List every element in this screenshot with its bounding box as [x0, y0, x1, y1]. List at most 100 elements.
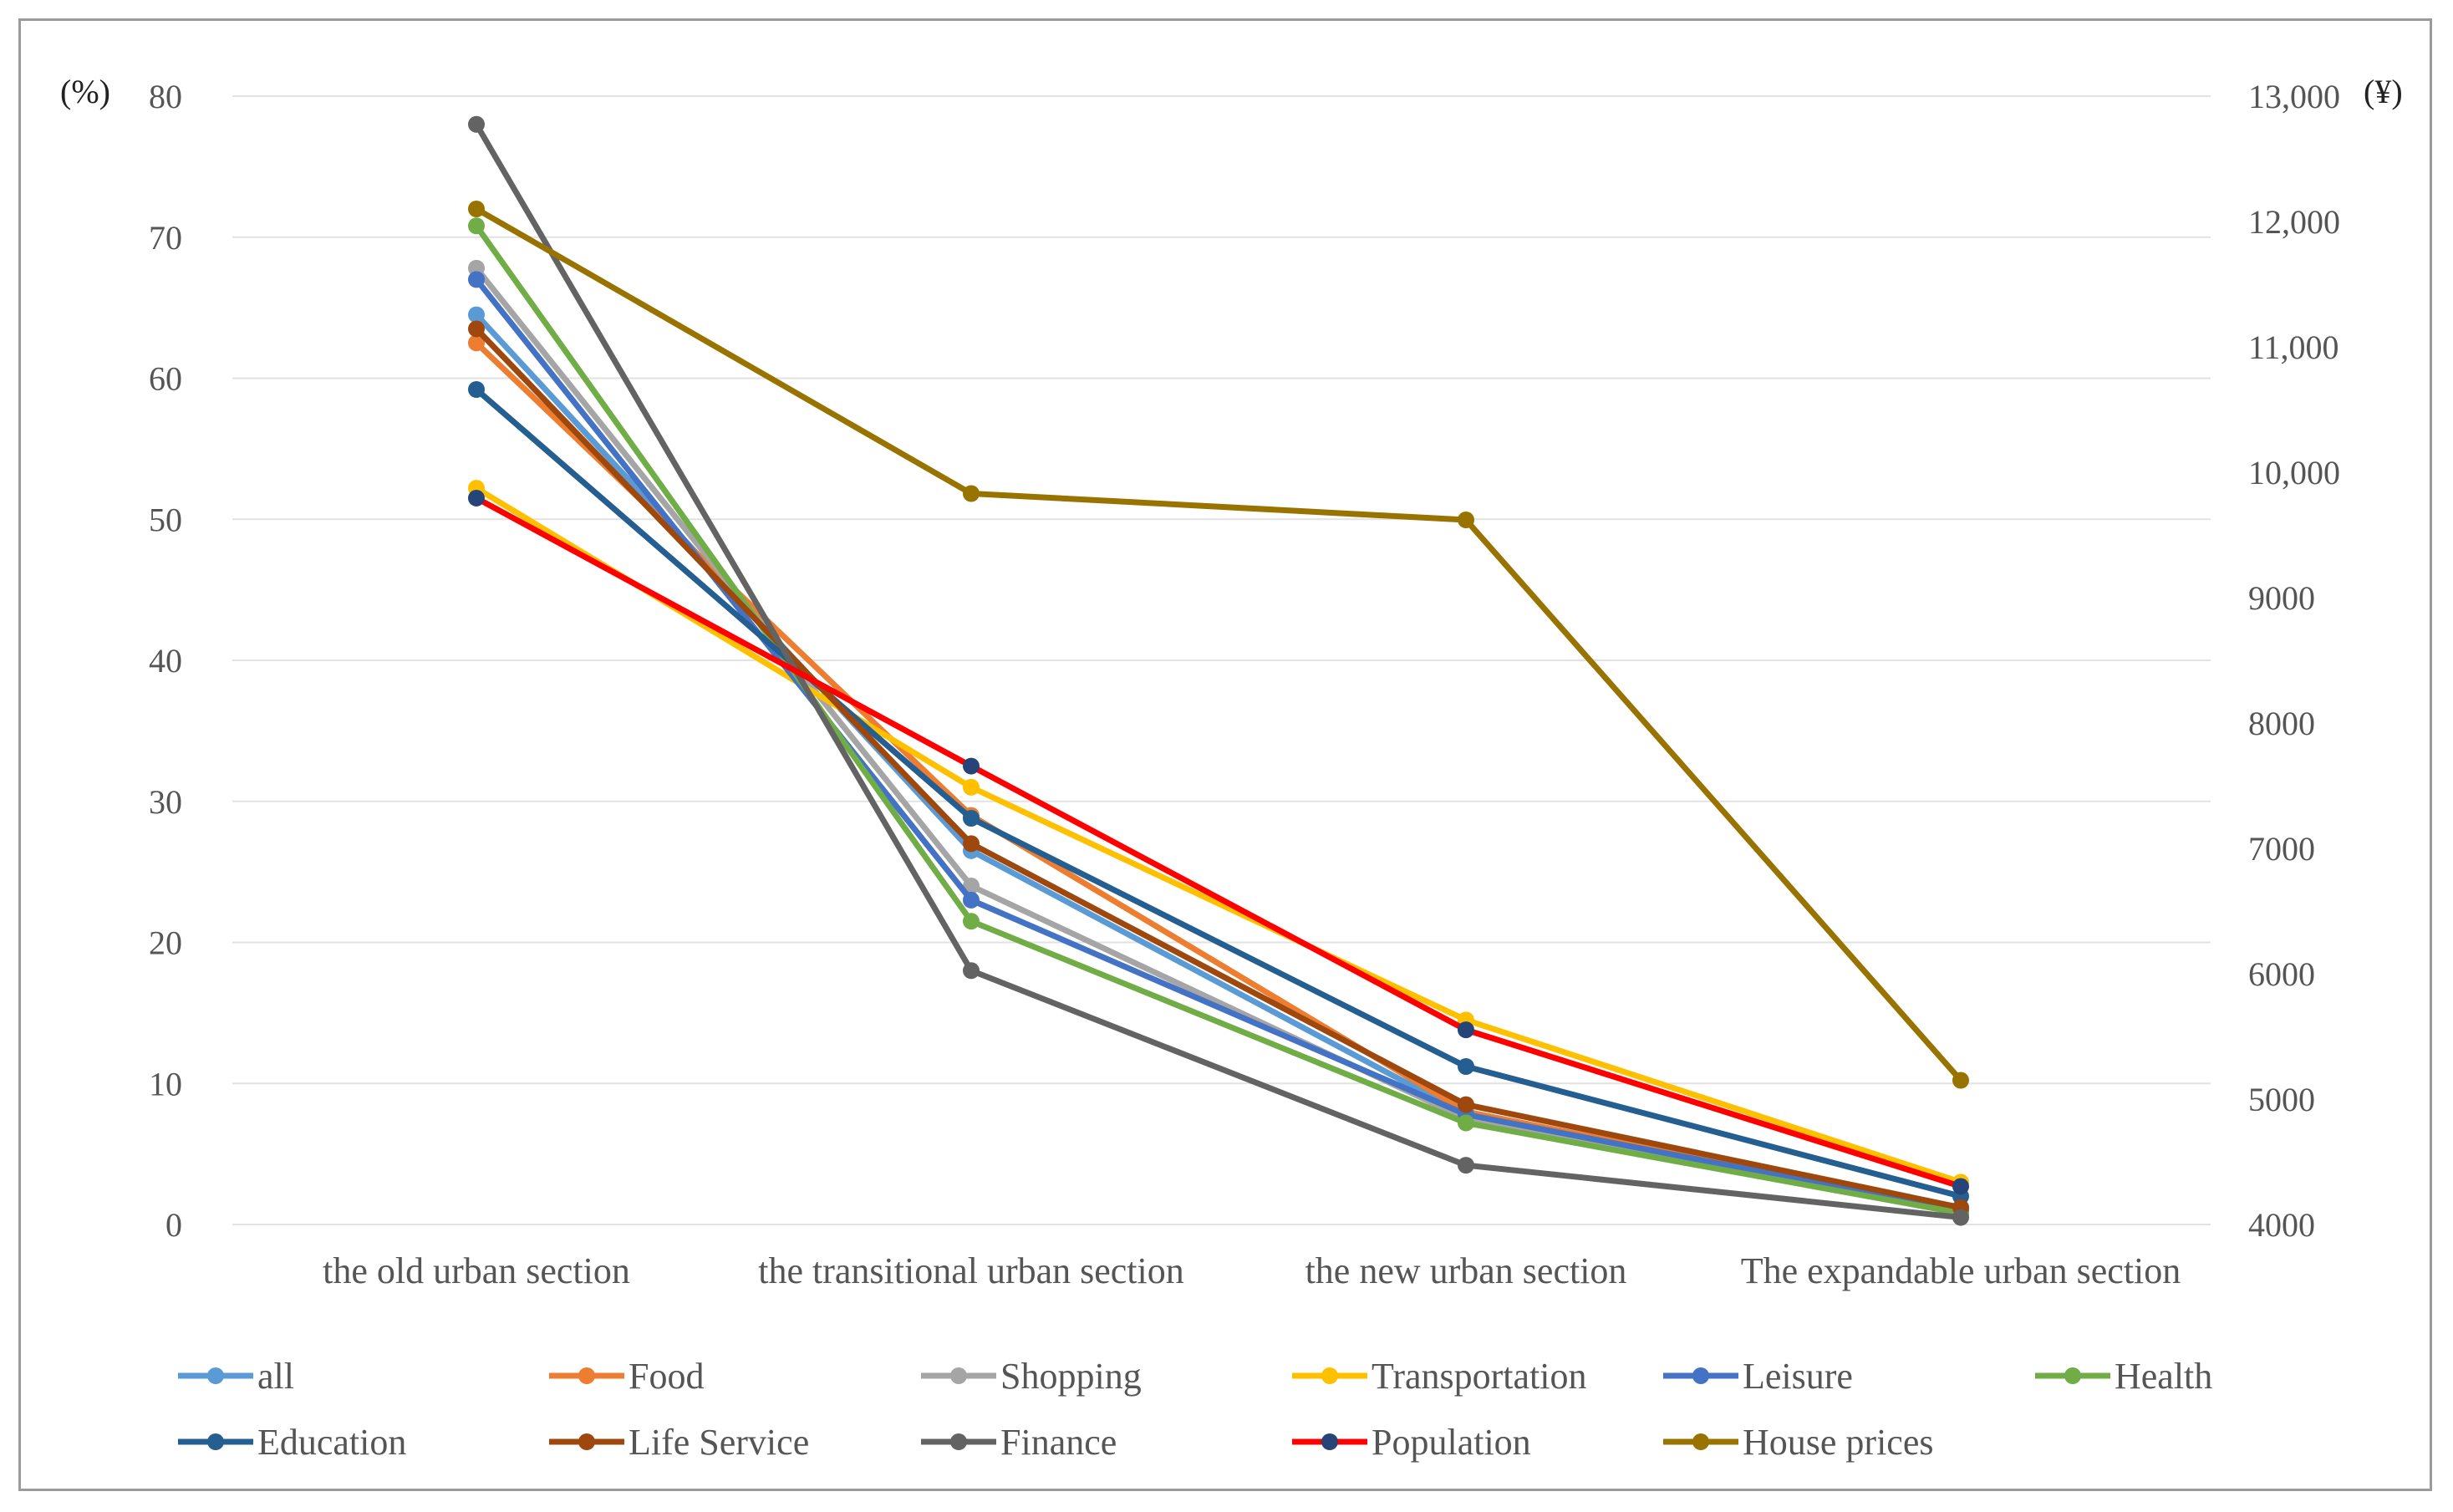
right-tick-label: 8000 — [2248, 705, 2315, 742]
series-line — [474, 266, 1962, 1216]
legend-item: Population — [1292, 1422, 1531, 1463]
left-tick-label: 10 — [149, 1065, 182, 1102]
series-line — [475, 206, 1963, 1082]
data-point — [1458, 1157, 1474, 1174]
left-tick-label: 40 — [149, 642, 182, 680]
chart-frame — [18, 18, 2432, 1491]
data-point — [963, 485, 980, 502]
left-tick-label: 0 — [165, 1206, 182, 1244]
legend-marker — [578, 1433, 595, 1450]
category-label: the old urban section — [323, 1250, 630, 1291]
series-shopping — [468, 259, 1969, 1222]
right-tick-label: 13,000 — [2248, 78, 2340, 115]
legend-item: Health — [2035, 1356, 2212, 1397]
series-population — [468, 489, 1969, 1195]
legend-item: Life Service — [549, 1422, 809, 1463]
right-tick-label: 9000 — [2248, 579, 2315, 617]
legend-label: all — [257, 1356, 294, 1397]
data-point — [1458, 1114, 1474, 1132]
series-line — [475, 495, 1962, 1189]
data-point — [963, 962, 980, 980]
right-tick-label: 4000 — [2248, 1206, 2315, 1244]
legend-label: Education — [257, 1422, 406, 1463]
series-line — [473, 122, 1962, 1221]
series-line — [474, 327, 1962, 1211]
series-leisure — [468, 271, 1969, 1219]
legend: all Food Shopping Transportation Leisure Heal… — [178, 1356, 2212, 1463]
data-point — [1458, 512, 1474, 528]
legend-label: Food — [629, 1356, 704, 1397]
legend-marker — [1692, 1367, 1709, 1384]
right-tick-label: 10,000 — [2248, 454, 2340, 491]
legend-label: Health — [2115, 1356, 2212, 1397]
data-point — [963, 757, 980, 775]
legend-item: all — [178, 1356, 294, 1397]
right-tick-label: 11,000 — [2248, 328, 2339, 366]
series-house-prices — [468, 201, 1969, 1089]
left-axis: 0 10 20 30 40 50 60 70 80 — [149, 78, 182, 1244]
legend-label: Life Service — [629, 1422, 809, 1463]
legend-label: Transportation — [1372, 1356, 1587, 1397]
series-line — [475, 486, 1962, 1185]
category-axis: the old urban section the transitional ur… — [323, 1250, 2181, 1291]
legend-marker — [1321, 1433, 1338, 1450]
data-point — [468, 115, 485, 133]
category-label: the new urban section — [1305, 1250, 1627, 1291]
legend-label: House prices — [1743, 1422, 1934, 1463]
data-point — [468, 320, 485, 338]
data-point — [468, 217, 485, 235]
series-finance — [468, 115, 1969, 1226]
category-label: the transitional urban section — [758, 1250, 1184, 1291]
legend-marker — [207, 1433, 224, 1450]
data-point — [963, 913, 980, 930]
data-point — [1952, 1209, 1969, 1226]
legend-item: Transportation — [1292, 1356, 1587, 1397]
data-point — [1458, 1021, 1474, 1039]
legend-item: Food — [549, 1356, 704, 1397]
legend-marker — [1692, 1433, 1709, 1450]
legend-item: Education — [178, 1422, 406, 1463]
gridlines — [232, 95, 2211, 1225]
data-point — [468, 201, 485, 217]
series-line — [474, 387, 1962, 1199]
left-tick-label: 20 — [149, 924, 182, 962]
left-tick-label: 30 — [149, 783, 182, 821]
left-tick-label: 60 — [149, 360, 182, 398]
legend-label: Finance — [1000, 1422, 1117, 1463]
data-point — [1952, 1178, 1969, 1195]
legend-marker — [1321, 1367, 1338, 1384]
legend-marker — [2064, 1367, 2081, 1384]
right-tick-label: 6000 — [2248, 955, 2315, 993]
legend-item: Finance — [921, 1422, 1117, 1463]
data-point — [963, 810, 980, 827]
series-line — [474, 340, 1962, 1214]
data-point — [963, 778, 980, 796]
left-axis-unit: (%) — [60, 73, 110, 110]
left-tick-label: 50 — [149, 501, 182, 538]
right-axis-unit: (¥) — [2364, 73, 2403, 110]
legend-item: House prices — [1663, 1422, 1934, 1463]
data-point — [468, 489, 485, 507]
series-line — [474, 313, 1962, 1211]
data-point — [1952, 1072, 1969, 1089]
legend-item: Shopping — [921, 1356, 1142, 1397]
series-lines — [468, 115, 1969, 1226]
data-point — [963, 835, 980, 853]
data-point — [468, 271, 485, 288]
data-point — [1458, 1058, 1474, 1075]
legend-label: Shopping — [1000, 1356, 1142, 1397]
data-point — [1458, 1096, 1474, 1113]
right-axis: 4000 5000 6000 7000 8000 9000 10,000 11,000 12,0… — [2248, 78, 2340, 1244]
legend-marker — [950, 1433, 967, 1450]
category-label: The expandable urban section — [1741, 1250, 2181, 1291]
right-tick-label: 5000 — [2248, 1081, 2315, 1118]
data-point — [468, 306, 485, 323]
left-tick-label: 70 — [149, 219, 182, 257]
series-food — [468, 334, 1969, 1219]
left-tick-label: 80 — [149, 78, 182, 115]
legend-marker — [578, 1367, 595, 1384]
legend-marker — [950, 1367, 967, 1384]
right-tick-label: 7000 — [2248, 830, 2315, 868]
data-point — [468, 381, 485, 398]
